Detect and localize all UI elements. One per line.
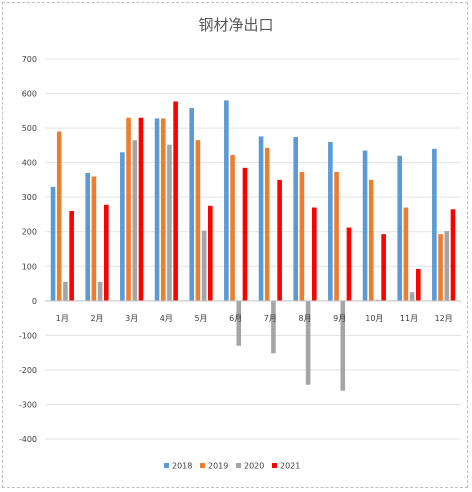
- bar-2020-4: [167, 144, 172, 301]
- legend: 2018 2019 2020 2021: [164, 462, 300, 471]
- y-tick-label: 500: [22, 124, 37, 133]
- bar-2021-8: [312, 207, 317, 301]
- x-tick-label: 10月: [365, 314, 383, 323]
- y-tick-label: -100: [19, 331, 37, 340]
- bar-2018-5: [189, 108, 194, 301]
- y-tick-label: 0: [32, 297, 37, 306]
- x-tick-label: 3月: [125, 314, 138, 323]
- x-tick-label: 11月: [400, 314, 418, 323]
- y-tick-label: 400: [22, 159, 37, 168]
- bar-2020-3: [132, 140, 138, 301]
- y-tick-label: 600: [22, 90, 37, 99]
- bar-2020-2: [97, 281, 103, 301]
- bar-2019-4: [160, 118, 166, 301]
- bar-2021-1: [69, 211, 74, 301]
- y-tick-label: 300: [22, 193, 37, 202]
- y-tick-label: -300: [19, 400, 37, 409]
- bar-2019-6: [230, 155, 235, 301]
- bar-2020-11: [409, 292, 415, 301]
- bar-2021-5: [208, 205, 213, 301]
- y-tick-label: -400: [19, 435, 37, 444]
- x-axis-tick-labels: 1月 2月 3月 4月 5月 6月 7月 8月 9月 10月 11月 12月: [56, 314, 453, 323]
- bar-2018-1: [50, 186, 56, 301]
- bar-2018-2: [85, 173, 90, 301]
- x-tick-label: 8月: [298, 314, 311, 323]
- bar-2021-3: [138, 117, 144, 301]
- bar-2019-5: [195, 140, 201, 301]
- bar-2020-8: [305, 300, 311, 385]
- x-tick-label: 9月: [333, 314, 346, 323]
- y-tick-label: 100: [22, 262, 37, 271]
- bar-2020-7: [271, 300, 276, 354]
- x-tick-label: 12月: [435, 314, 453, 323]
- y-axis-tick-labels: -400 -300 -200 -100 0 100 200 300 400 500 600 700: [19, 55, 37, 444]
- bar-2019-7: [264, 147, 270, 301]
- x-tick-label: 4月: [160, 314, 173, 323]
- bar-2021-11: [416, 269, 421, 301]
- bar-2019-8: [299, 171, 305, 301]
- bar-2020-6: [236, 300, 242, 346]
- bar-2020-10: [375, 299, 380, 301]
- bar-2019-9: [334, 171, 339, 301]
- x-tick-label: 5月: [194, 314, 207, 323]
- bar-2020-9: [340, 300, 346, 391]
- bar-2018-12: [432, 148, 437, 301]
- x-tick-label: 2月: [90, 314, 103, 323]
- bar-2018-6: [224, 100, 229, 301]
- legend-label: 2018: [172, 462, 192, 471]
- legend-swatch-2019: [200, 463, 205, 468]
- bar-2018-4: [154, 118, 160, 301]
- bar-2021-10: [381, 234, 386, 301]
- gridlines: [45, 58, 461, 440]
- bar-2020-1: [63, 281, 68, 301]
- bar-2019-12: [438, 234, 443, 301]
- bar-2019-11: [403, 207, 409, 301]
- legend-swatch-2021: [272, 463, 277, 468]
- bar-2020-5: [201, 230, 207, 301]
- chart-title: 钢材净出口: [198, 16, 273, 34]
- y-tick-label: 200: [22, 228, 37, 237]
- bar-2019-3: [126, 117, 131, 301]
- bar-2021-2: [104, 204, 109, 301]
- bar-2021-12: [450, 209, 456, 301]
- legend-swatch-2018: [164, 463, 169, 468]
- bar-2018-7: [258, 136, 264, 301]
- bar-2018-9: [328, 141, 333, 301]
- bar-2021-4: [173, 101, 178, 301]
- bar-2019-1: [56, 131, 62, 301]
- bar-2019-10: [368, 179, 374, 301]
- chart-frame: 钢材净出口 -400 -300 -200 -100 0 100 200 300 400 500 60…: [2, 2, 468, 488]
- bar-2018-3: [120, 152, 125, 301]
- chart-svg: 钢材净出口 -400 -300 -200 -100 0 100 200 300 400 500 60…: [19, 16, 461, 471]
- bar-2018-11: [397, 155, 402, 301]
- legend-label: 2020: [244, 462, 264, 471]
- bar-2021-9: [346, 227, 352, 301]
- bar-2019-2: [91, 176, 97, 301]
- legend-swatch-2020: [236, 463, 241, 468]
- bar-2018-8: [293, 137, 298, 301]
- x-tick-label: 1月: [56, 314, 69, 323]
- bar-2020-12: [444, 231, 450, 301]
- bar-2021-6: [242, 167, 248, 301]
- x-tick-label: 6月: [229, 314, 242, 323]
- bar-2018-10: [362, 150, 368, 301]
- y-tick-label: -200: [19, 366, 37, 375]
- bars: [50, 100, 456, 391]
- bar-2021-7: [277, 179, 282, 301]
- legend-label: 2019: [208, 462, 228, 471]
- legend-label: 2021: [280, 462, 300, 471]
- x-tick-label: 7月: [264, 314, 277, 323]
- y-tick-label: 700: [22, 55, 37, 64]
